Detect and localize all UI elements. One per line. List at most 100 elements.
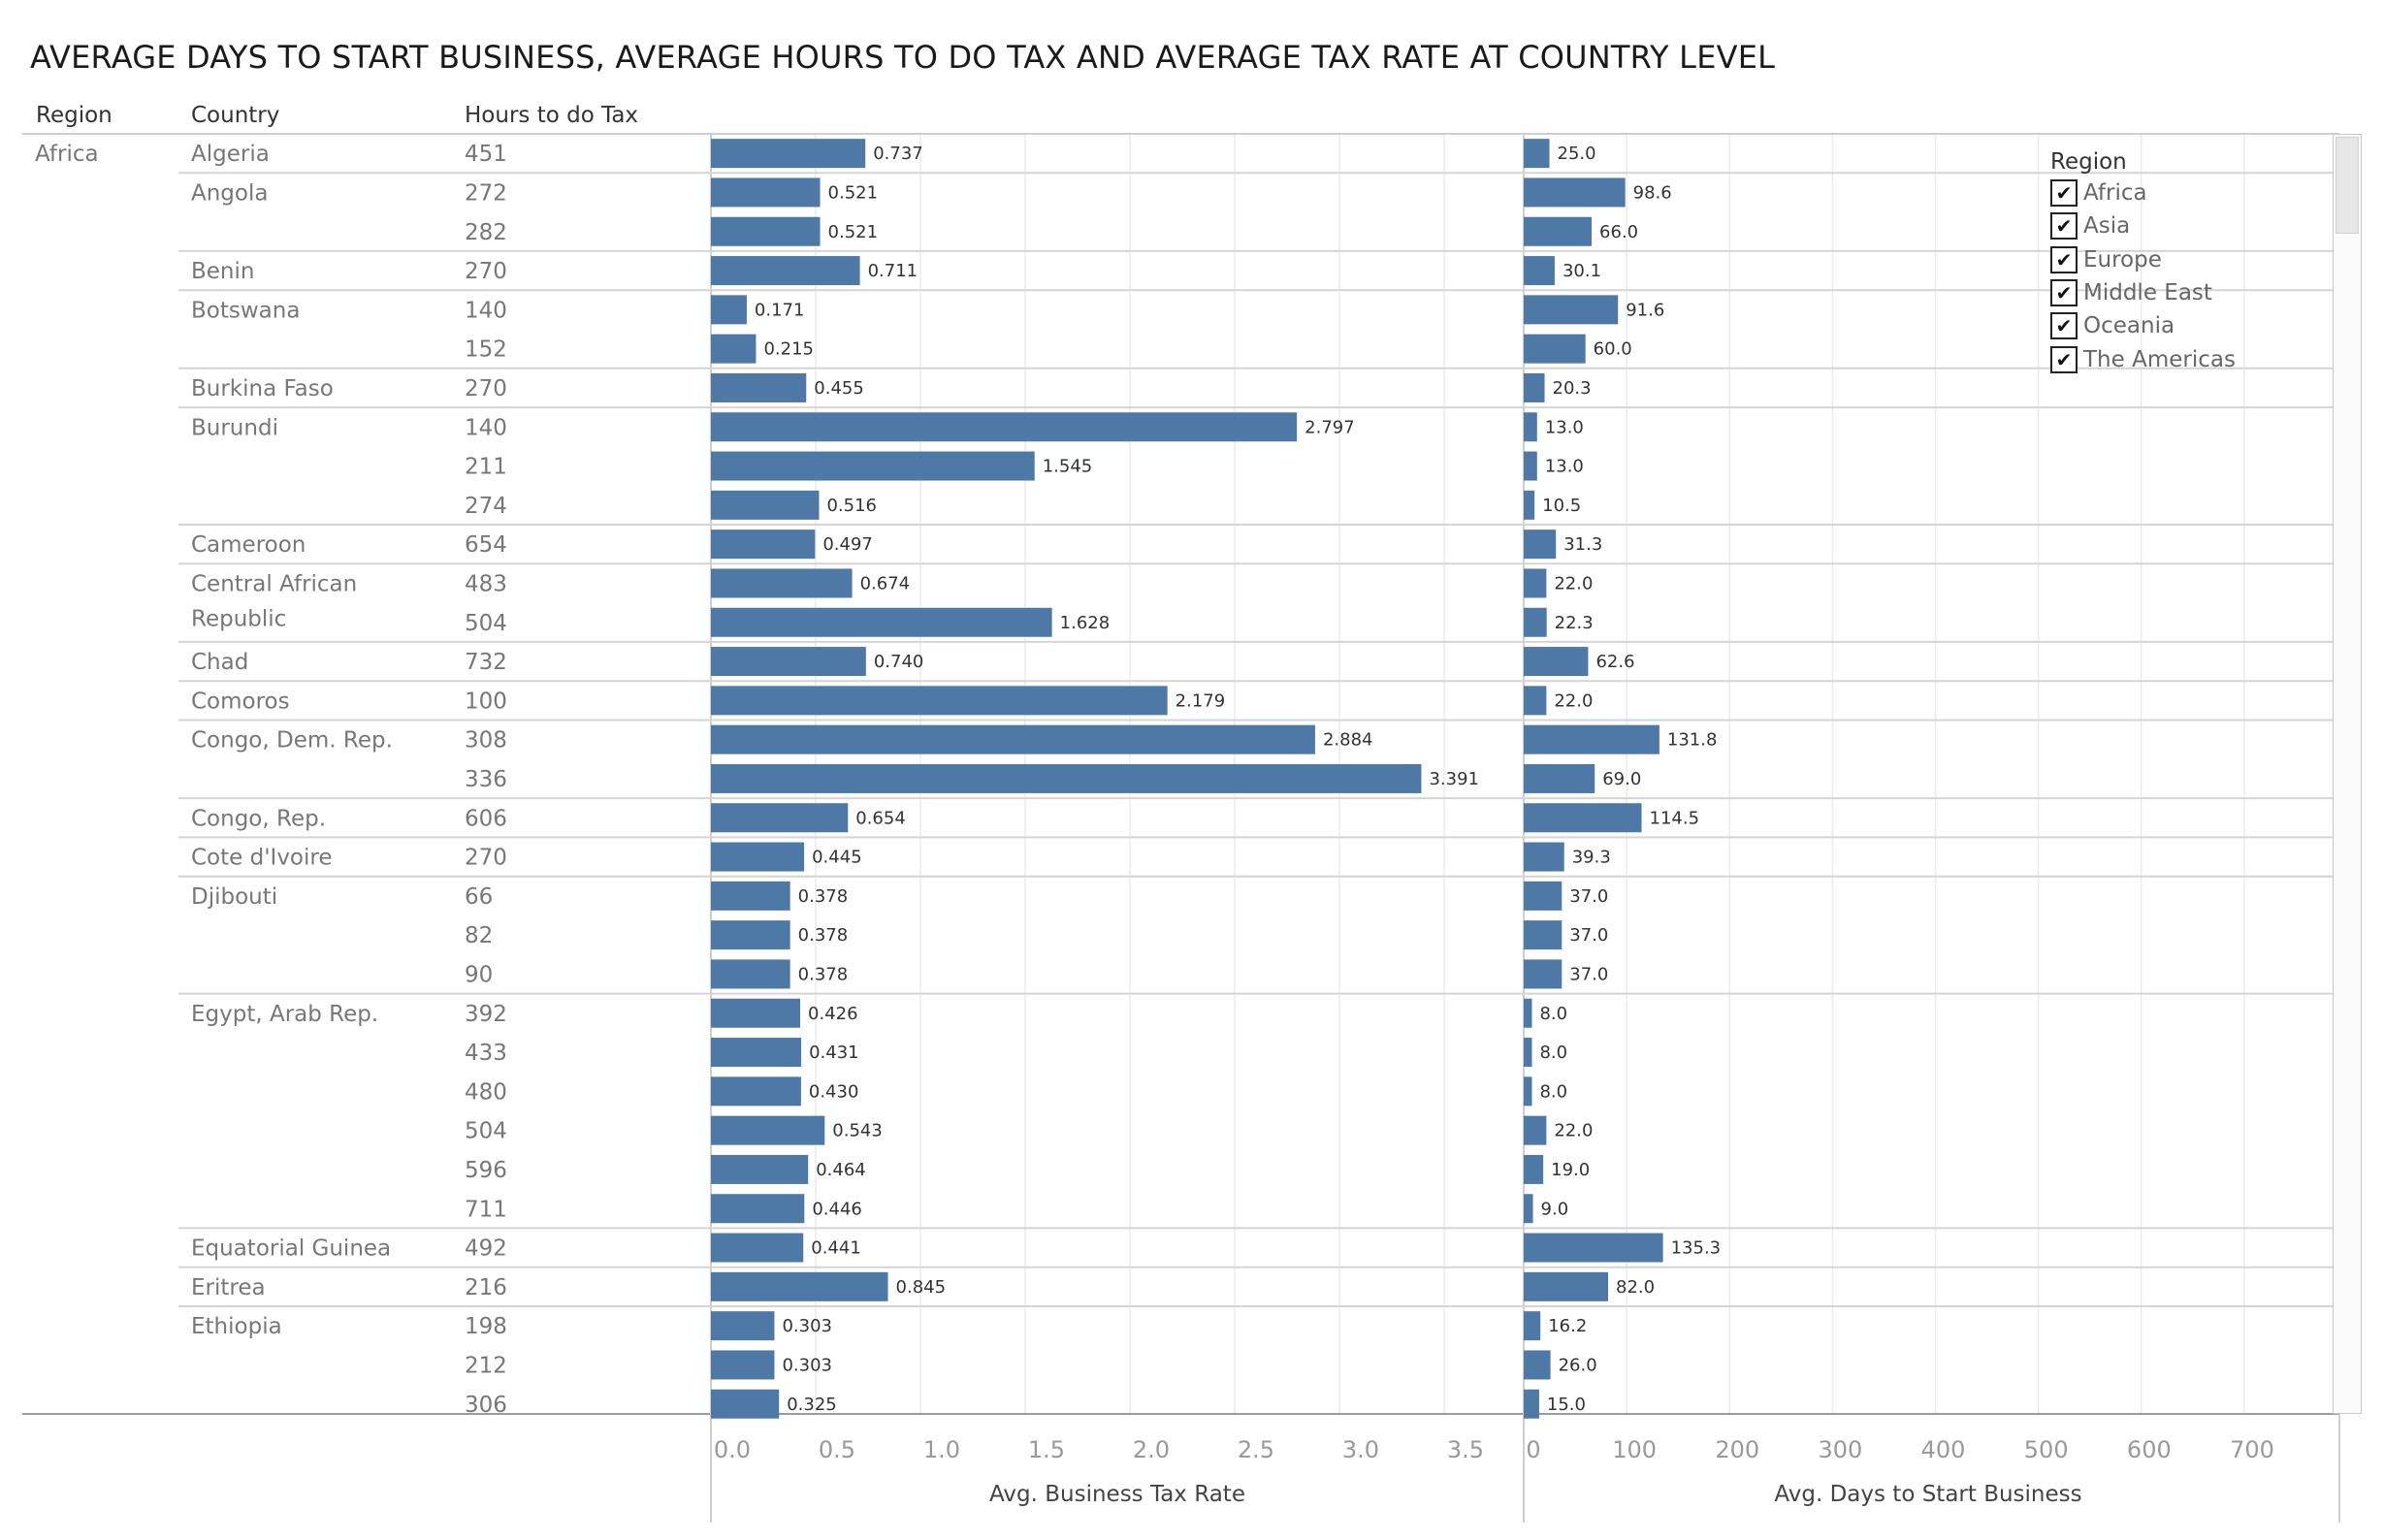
tax-tick-label: 2.5 <box>1238 1436 1274 1463</box>
days-bar <box>1524 1389 1539 1419</box>
checkbox-icon[interactable]: ✔ <box>2050 179 2078 208</box>
legend-label: Europe <box>2083 246 2162 273</box>
days-label: 37.0 <box>1569 964 1608 984</box>
days-label: 9.0 <box>1541 1199 1569 1219</box>
region-label: Africa <box>35 142 99 167</box>
days-label: 13.0 <box>1545 417 1584 437</box>
hours-value: 140 <box>465 298 507 323</box>
hours-value: 336 <box>465 767 507 792</box>
legend-item-asia[interactable]: ✔ Asia <box>2050 209 2236 242</box>
hours-value: 270 <box>465 376 507 401</box>
days-tick-label: 600 <box>2127 1436 2172 1463</box>
days-label: 31.3 <box>1563 534 1602 555</box>
tax-rate-bar <box>711 1154 809 1184</box>
days-bar <box>1524 216 1593 246</box>
tax-rate-bar <box>711 686 1168 716</box>
country-label: Congo, Dem. Rep. <box>191 728 393 754</box>
tax-rate-bar <box>711 647 866 677</box>
days-bar <box>1524 647 1589 677</box>
tax-rate-bar <box>711 998 801 1028</box>
tax-rate-label: 1.628 <box>1060 613 1111 633</box>
hours-value: 306 <box>465 1393 507 1418</box>
legend-item-middle-east[interactable]: ✔ Middle East <box>2050 276 2236 309</box>
hours-value: 90 <box>465 962 493 987</box>
tax-rate-bar <box>711 763 1422 793</box>
tax-tick-label: 1.5 <box>1028 1436 1065 1463</box>
days-bar <box>1524 842 1564 872</box>
tax-rate-bar <box>711 1350 775 1380</box>
days-bar <box>1524 881 1562 911</box>
hours-value: 483 <box>465 571 507 596</box>
legend-item-africa[interactable]: ✔ Africa <box>2050 176 2236 209</box>
checkbox-icon[interactable]: ✔ <box>2050 212 2078 241</box>
days-bar <box>1524 1311 1541 1341</box>
days-label: 22.0 <box>1554 1121 1593 1141</box>
days-bar <box>1524 295 1619 325</box>
hours-value: 504 <box>465 611 507 636</box>
tax-tick-label: 0.5 <box>819 1436 855 1463</box>
legend-item-oceania[interactable]: ✔ Oceania <box>2050 309 2236 342</box>
country-label: Equatorial Guinea <box>191 1236 391 1262</box>
hours-value: 211 <box>465 455 507 480</box>
checkbox-icon[interactable]: ✔ <box>2050 312 2078 340</box>
days-label: 26.0 <box>1559 1355 1597 1375</box>
tax-rate-label: 1.545 <box>1043 457 1093 477</box>
country-label: Central African <box>191 571 357 596</box>
tax-rate-bar <box>711 334 757 364</box>
country-label: Chad <box>191 650 248 675</box>
hours-value: 282 <box>465 220 507 245</box>
country-label: Ethiopia <box>191 1314 282 1339</box>
hours-value: 198 <box>465 1314 507 1339</box>
legend-item-europe[interactable]: ✔ Europe <box>2050 243 2236 276</box>
legend-label: Asia <box>2083 213 2131 240</box>
hours-value: 606 <box>465 806 507 831</box>
days-axis-title: Avg. Days to Start Business <box>1774 1482 2081 1507</box>
days-label: 91.6 <box>1626 300 1664 320</box>
country-label: Cote d'Ivoire <box>191 846 333 871</box>
tax-rate-bar <box>711 1194 805 1224</box>
tax-rate-bar <box>711 1076 801 1107</box>
days-bar <box>1524 686 1547 716</box>
days-label: 135.3 <box>1671 1238 1722 1259</box>
days-bar <box>1524 803 1642 833</box>
hours-value: 654 <box>465 532 507 558</box>
hours-value: 492 <box>465 1236 507 1262</box>
hours-value: 711 <box>465 1197 507 1222</box>
days-label: 15.0 <box>1547 1395 1586 1415</box>
legend-item-the-americas[interactable]: ✔ The Americas <box>2050 342 2236 375</box>
days-bar <box>1524 1076 1532 1107</box>
days-tick-label: 400 <box>1921 1436 1966 1463</box>
days-label: 69.0 <box>1602 769 1641 789</box>
days-label: 22.0 <box>1554 690 1593 711</box>
days-bar <box>1524 1038 1532 1068</box>
tax-rate-bar <box>711 1115 825 1145</box>
tax-rate-label: 0.325 <box>787 1395 837 1415</box>
days-bar <box>1524 139 1550 169</box>
tax-rate-bar <box>711 412 1298 442</box>
tax-rate-bar <box>711 568 853 598</box>
days-tick-label: 100 <box>1612 1436 1657 1463</box>
days-tick-label: 0 <box>1526 1436 1540 1463</box>
days-bar <box>1524 920 1562 950</box>
days-bar <box>1524 1194 1533 1224</box>
days-label: 25.0 <box>1558 144 1596 164</box>
legend-title: Region <box>2050 149 2127 175</box>
checkbox-icon[interactable]: ✔ <box>2050 345 2078 373</box>
tax-rate-label: 0.737 <box>873 144 923 164</box>
days-label: 8.0 <box>1539 1004 1567 1024</box>
checkbox-icon[interactable]: ✔ <box>2050 279 2078 307</box>
vertical-scrollbar[interactable] <box>2333 134 2362 1414</box>
tax-rate-label: 0.215 <box>763 339 814 360</box>
days-bar <box>1524 763 1595 793</box>
days-bar <box>1524 724 1659 754</box>
days-bar <box>1524 959 1562 989</box>
region-legend: Region ✔ Africa ✔ Asia ✔ Europe ✔ Middle… <box>2050 149 2236 376</box>
scrollbar-thumb[interactable] <box>2336 137 2359 234</box>
country-label: Congo, Rep. <box>191 806 326 831</box>
tax-rate-bar <box>711 529 816 560</box>
country-label: Egypt, Arab Rep. <box>191 1002 378 1027</box>
legend-label: Africa <box>2083 180 2147 207</box>
checkbox-icon[interactable]: ✔ <box>2050 245 2078 273</box>
tax-rate-bar <box>711 920 790 950</box>
tax-tick-label: 0.0 <box>714 1436 751 1463</box>
